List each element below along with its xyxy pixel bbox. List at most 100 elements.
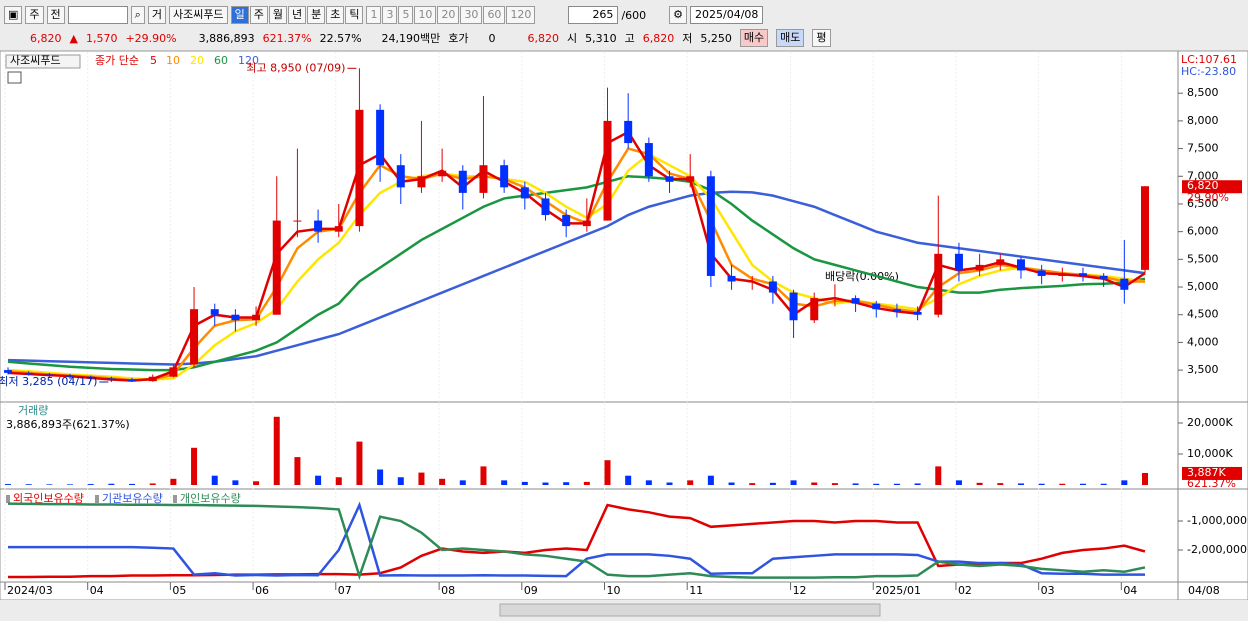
high-label: 고 [624,32,635,45]
interval-button[interactable]: 20 [437,6,460,24]
period-button[interactable]: 틱 [345,6,364,24]
volume-bar [1038,483,1045,485]
volume-bar [1059,483,1066,485]
search[interactable]: ⌕ [130,6,145,24]
period-button[interactable]: 초 [326,6,345,24]
candle-body [727,275,736,282]
line-series [7,175,1146,372]
legend-entry: 10 [166,54,180,67]
y-tick-label: 6,500 [1187,197,1219,210]
period-button[interactable]: 주 [249,6,268,24]
count[interactable]: 265 [568,6,619,24]
sell-button[interactable]: 매도 [776,29,805,47]
candle-body [190,309,199,365]
candle-body [148,376,157,382]
volume-bar [604,460,611,485]
code-input[interactable]: 014710 [67,6,128,24]
avg-button[interactable]: 평 [812,29,831,47]
buy-button[interactable]: 매수 [739,29,769,47]
volume-bar [790,480,797,485]
interval-button[interactable]: 30 [460,6,483,24]
candle-body [128,380,137,382]
y-tick-label: 8,000 [1187,114,1219,127]
candle-body [1099,275,1108,279]
price-badge-label: 6,820 [1187,179,1219,192]
candle-body [810,298,819,321]
candle-body [913,311,922,315]
x-tick-label: 10 [607,584,621,597]
period-button[interactable]: 월 [268,6,287,24]
ma-label: 종가 단순 [95,54,139,67]
volume-bar [563,482,570,485]
volume-bar [893,483,900,485]
period-button[interactable]: 년 [287,6,307,24]
bid: 0 [488,31,496,45]
volume-bar [67,484,74,485]
candle-body [396,165,405,188]
candle-body [66,375,75,377]
volume-bar [955,480,962,485]
candle-body [293,220,302,222]
volume-bar [439,478,446,485]
candle-body [479,165,488,193]
legend-entry: 외국인보유수량 [13,492,84,505]
volume-bar [749,483,756,485]
candle-body [438,170,447,177]
legend-marker [173,495,177,503]
interval-button[interactable]: 60 [483,6,506,24]
intervals: 1 3 5 10 20 30 60 120 [366,6,536,24]
interval-button[interactable]: 3 [382,6,398,24]
date-input[interactable]: 2025/04/08 [690,6,764,24]
volume-bar [191,447,198,485]
x-tick-label: 07 [338,584,352,597]
volume-bar [914,483,921,485]
candle-body [706,176,715,276]
period-button[interactable]: 분 [307,6,326,24]
interval-button[interactable]: 120 [506,6,536,24]
legend-entry: 기관보유수량 [102,492,163,505]
candle-body [789,292,798,321]
volume-bar [687,480,694,485]
interval-button[interactable]: 10 [414,6,437,24]
candle-body [1058,273,1067,276]
candle-body [582,220,591,227]
y-tick-label: 7,500 [1187,142,1219,155]
volume-bar [211,475,218,485]
tools[interactable]: ⚙ [669,6,688,24]
volume-bar [811,482,818,485]
candle-body [376,109,385,166]
volume-bar [935,466,942,485]
lc-label: LC:107.61 [1181,53,1237,66]
volume-bar [25,484,32,485]
scroll-thumb[interactable] [499,603,881,617]
line-series [7,502,1146,581]
dividend-note: 배당락(0.00%) [825,270,899,283]
exchange[interactable]: 거 [147,6,166,24]
candle-body [975,264,984,271]
table-icon[interactable] [7,71,22,84]
y-tick-label: 5,500 [1187,252,1219,265]
volume-bar [666,482,673,485]
candle-body [500,165,509,188]
interval-button[interactable]: 1 [366,6,382,24]
period-button[interactable]: 일 [230,6,249,24]
market[interactable]: 주 [25,6,44,24]
interval-button[interactable]: 5 [398,6,414,24]
volume-bar [232,480,239,485]
candle-body [355,109,364,227]
volume-bar [583,481,590,485]
volume-bar [108,483,115,485]
candle-body [210,309,219,315]
y-tick-label: 5,000 [1187,280,1219,293]
candle-body [562,215,571,227]
volume-bar [501,480,508,485]
x-tick-label: 2025/01 [875,584,921,597]
candle-body [1016,259,1025,271]
volume-bar [1142,472,1148,485]
icon[interactable]: ▣ [4,6,23,24]
scope[interactable]: 전 [46,6,65,24]
low-note: 최저 3,285 (04/17) [0,375,97,388]
amount: 24,190백만 [381,32,441,45]
volume-bar [149,483,156,485]
